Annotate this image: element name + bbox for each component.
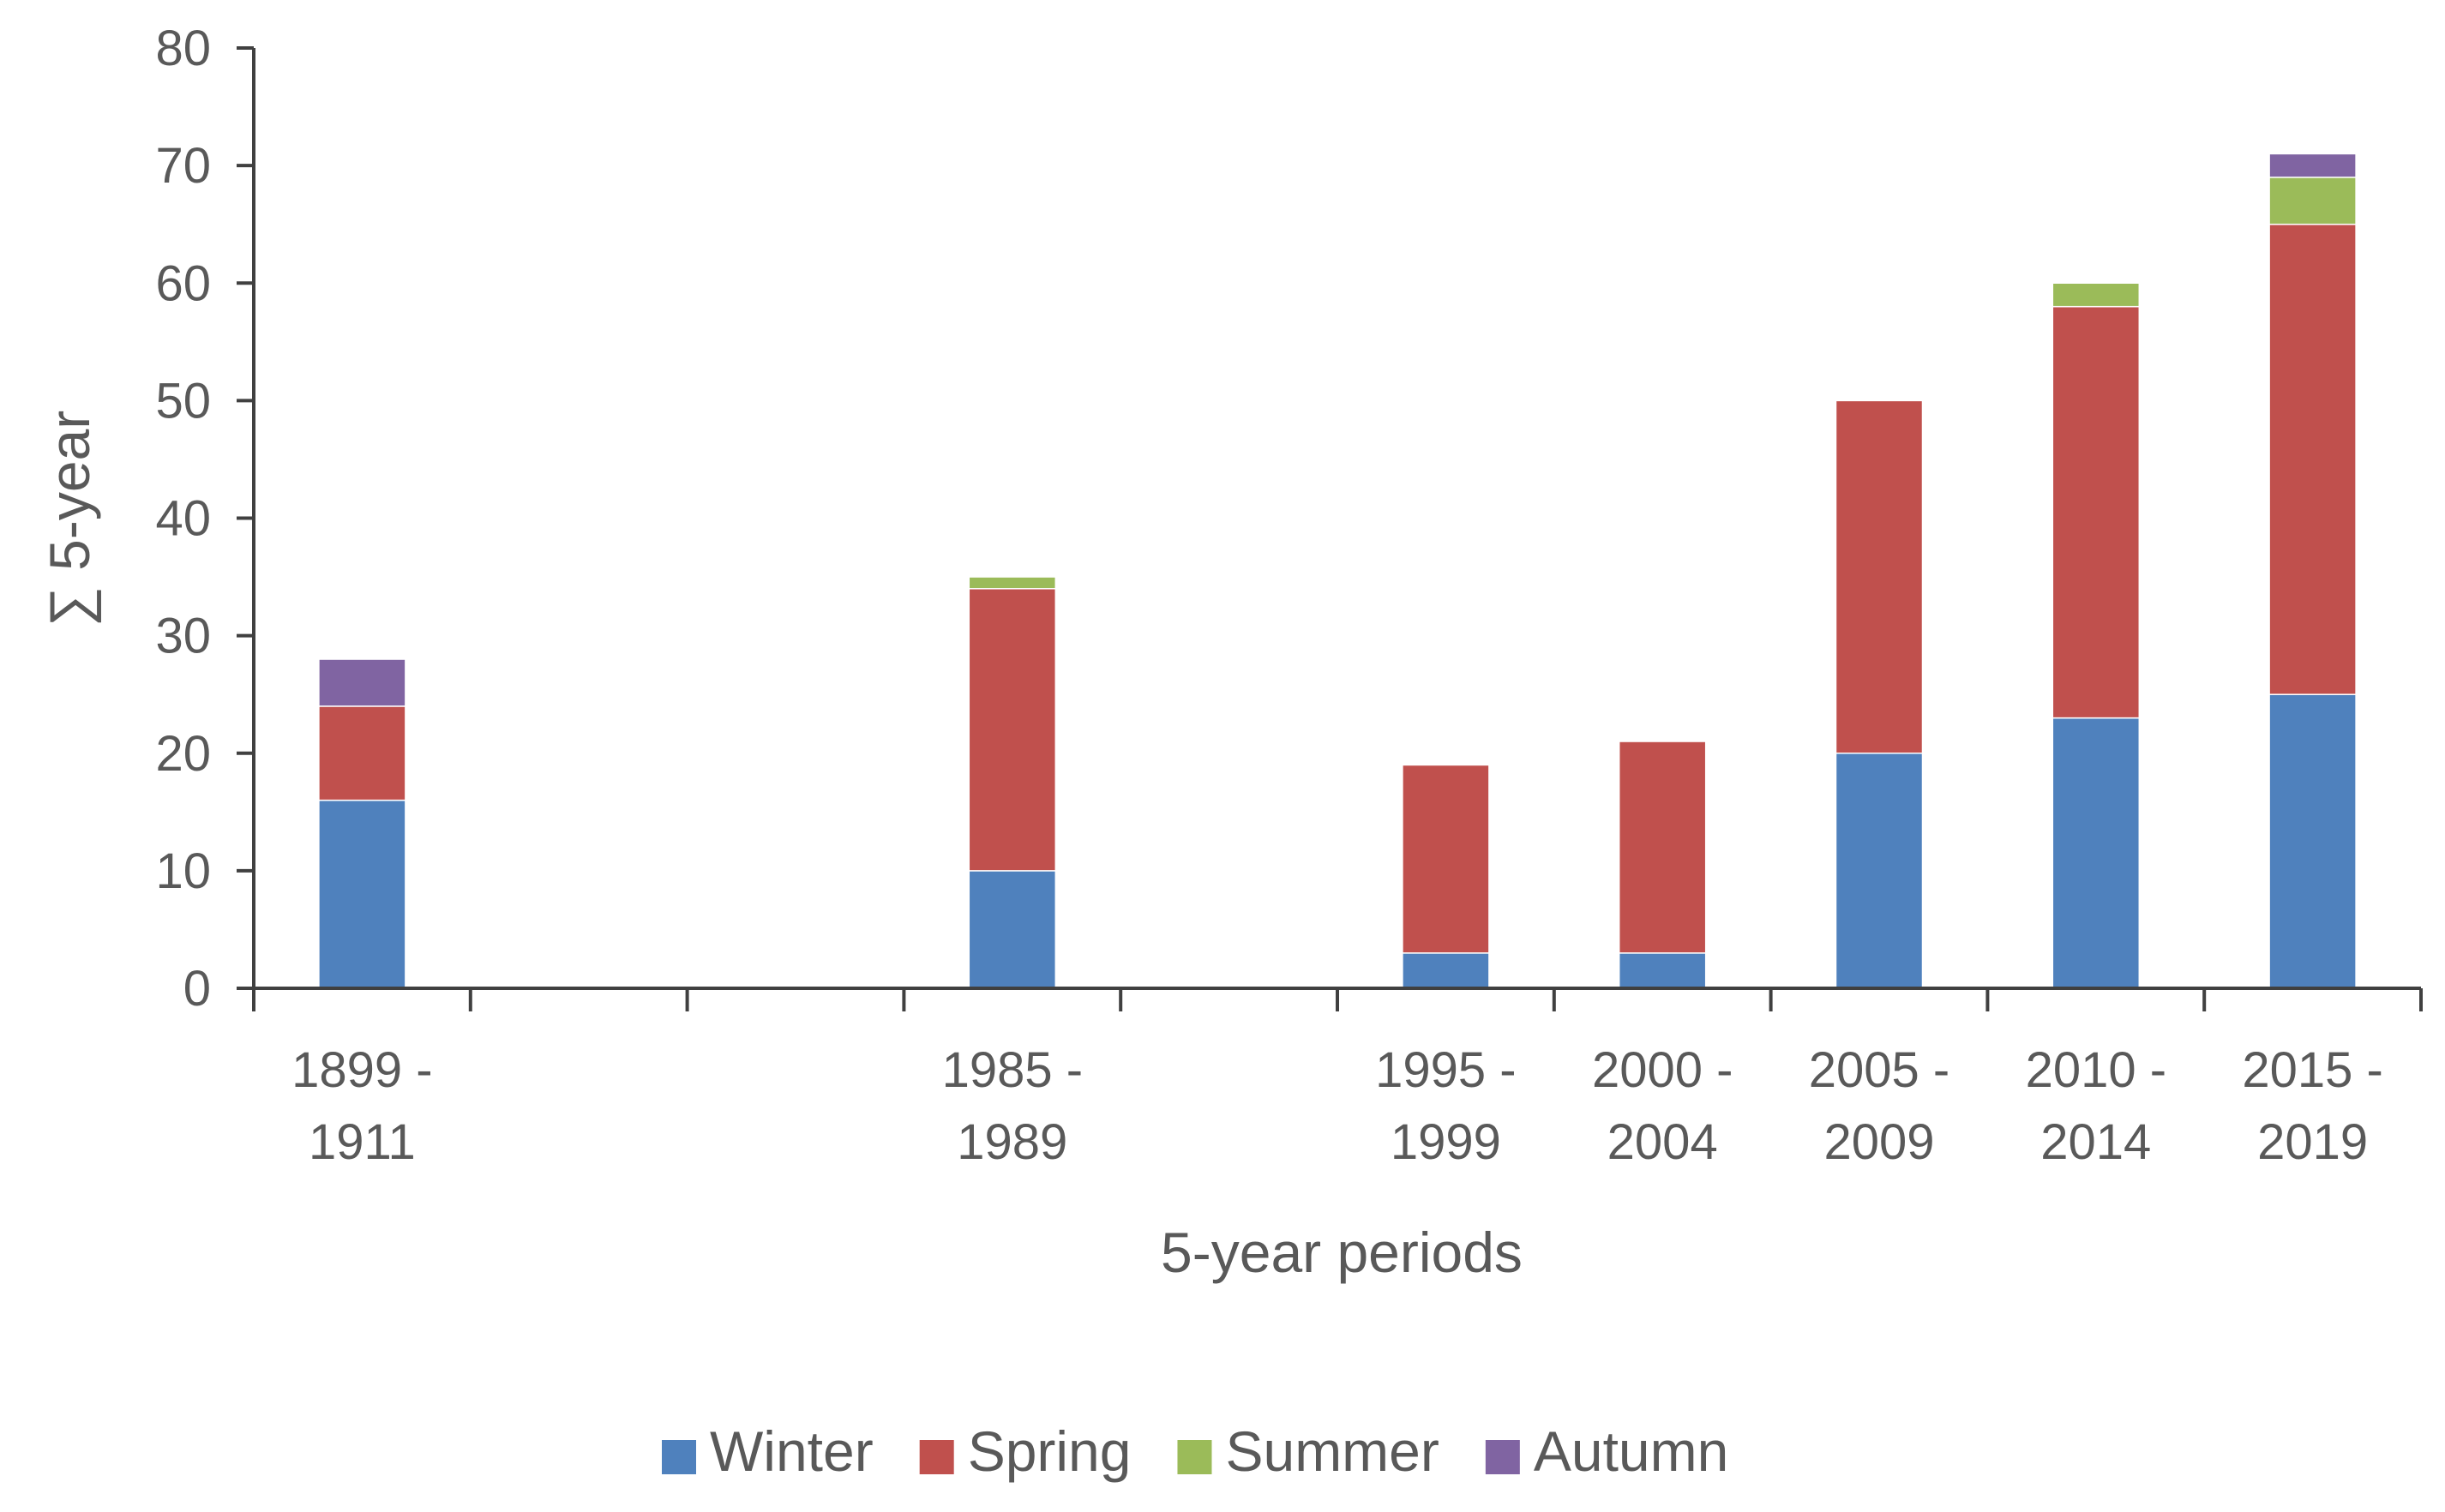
y-tick-label: 10: [155, 843, 211, 899]
bar-spring-8: [2052, 305, 2141, 719]
bar-winter-0: [318, 799, 406, 989]
x-tick-label: 1911: [309, 1114, 416, 1170]
bar-summer-8: [2052, 282, 2141, 308]
y-tick-label: 30: [155, 609, 211, 664]
x-tick-label: 2004: [1607, 1114, 1718, 1170]
y-tick-label: 80: [155, 21, 211, 76]
x-tick-label: 2000 -: [1592, 1042, 1733, 1098]
x-tick-label: 2019: [2257, 1114, 2368, 1170]
bar-spring-6: [1618, 741, 1707, 954]
legend-swatch-autumn: [1485, 1440, 1520, 1474]
y-tick-label: 50: [155, 373, 211, 429]
y-tick-label: 20: [155, 726, 211, 782]
x-tick-label: 2005 -: [1809, 1042, 1949, 1098]
legend: Winter Spring Summer Autumn: [662, 1419, 1728, 1483]
bars: [318, 153, 2357, 989]
bar-winter-3: [968, 870, 1057, 989]
bar-autumn-0: [318, 658, 406, 707]
bar-winter-9: [2268, 693, 2357, 989]
x-tick-label: 2014: [2040, 1114, 2151, 1170]
y-tick-label: 60: [155, 255, 211, 311]
legend-swatch-summer: [1177, 1440, 1212, 1474]
y-tick-label: 0: [183, 961, 211, 1017]
legend-swatch-winter: [662, 1440, 696, 1474]
bar-autumn-9: [2268, 153, 2357, 178]
x-tick-label: 1989: [957, 1114, 1067, 1170]
bar-winter-6: [1618, 952, 1707, 989]
y-tick-label: 70: [155, 138, 211, 194]
legend-swatch-spring: [919, 1440, 954, 1474]
y-axis: 0 10 20 30 40 50 60 70 80: [155, 21, 255, 1017]
x-tick-label: 2010 -: [2026, 1042, 2166, 1098]
y-tick-label: 40: [155, 491, 211, 547]
legend-label-summer: Summer: [1225, 1419, 1439, 1483]
legend-label-autumn: Autumn: [1534, 1419, 1728, 1483]
y-axis-title: ∑ 5-year: [38, 411, 101, 627]
bar-spring-3: [968, 588, 1057, 872]
legend-label-spring: Spring: [968, 1419, 1132, 1483]
bar-spring-0: [318, 705, 406, 801]
legend-label-winter: Winter: [710, 1419, 874, 1483]
bar-summer-3: [968, 576, 1057, 590]
x-tick-label: 2009: [1823, 1114, 1934, 1170]
x-axis: 1899 - 1911 1985 - 1989 1995 - 1999 2000 - 2004…: [252, 987, 2423, 1170]
bar-winter-5: [1402, 952, 1490, 989]
x-axis-title: 5-year periods: [1161, 1221, 1523, 1284]
bar-spring-9: [2268, 223, 2357, 695]
x-tick-label: 1985 -: [942, 1042, 1083, 1098]
bar-spring-5: [1402, 764, 1490, 954]
bar-spring-7: [1835, 399, 1924, 754]
x-tick-label: 1999: [1391, 1114, 1501, 1170]
bar-winter-7: [1835, 753, 1924, 989]
bar-winter-8: [2052, 717, 2141, 989]
x-tick-label: 2015 -: [2242, 1042, 2382, 1098]
x-tick-label: 1899 -: [291, 1042, 432, 1098]
bar-summer-9: [2268, 177, 2357, 225]
x-tick-label: 1995 -: [1375, 1042, 1516, 1098]
